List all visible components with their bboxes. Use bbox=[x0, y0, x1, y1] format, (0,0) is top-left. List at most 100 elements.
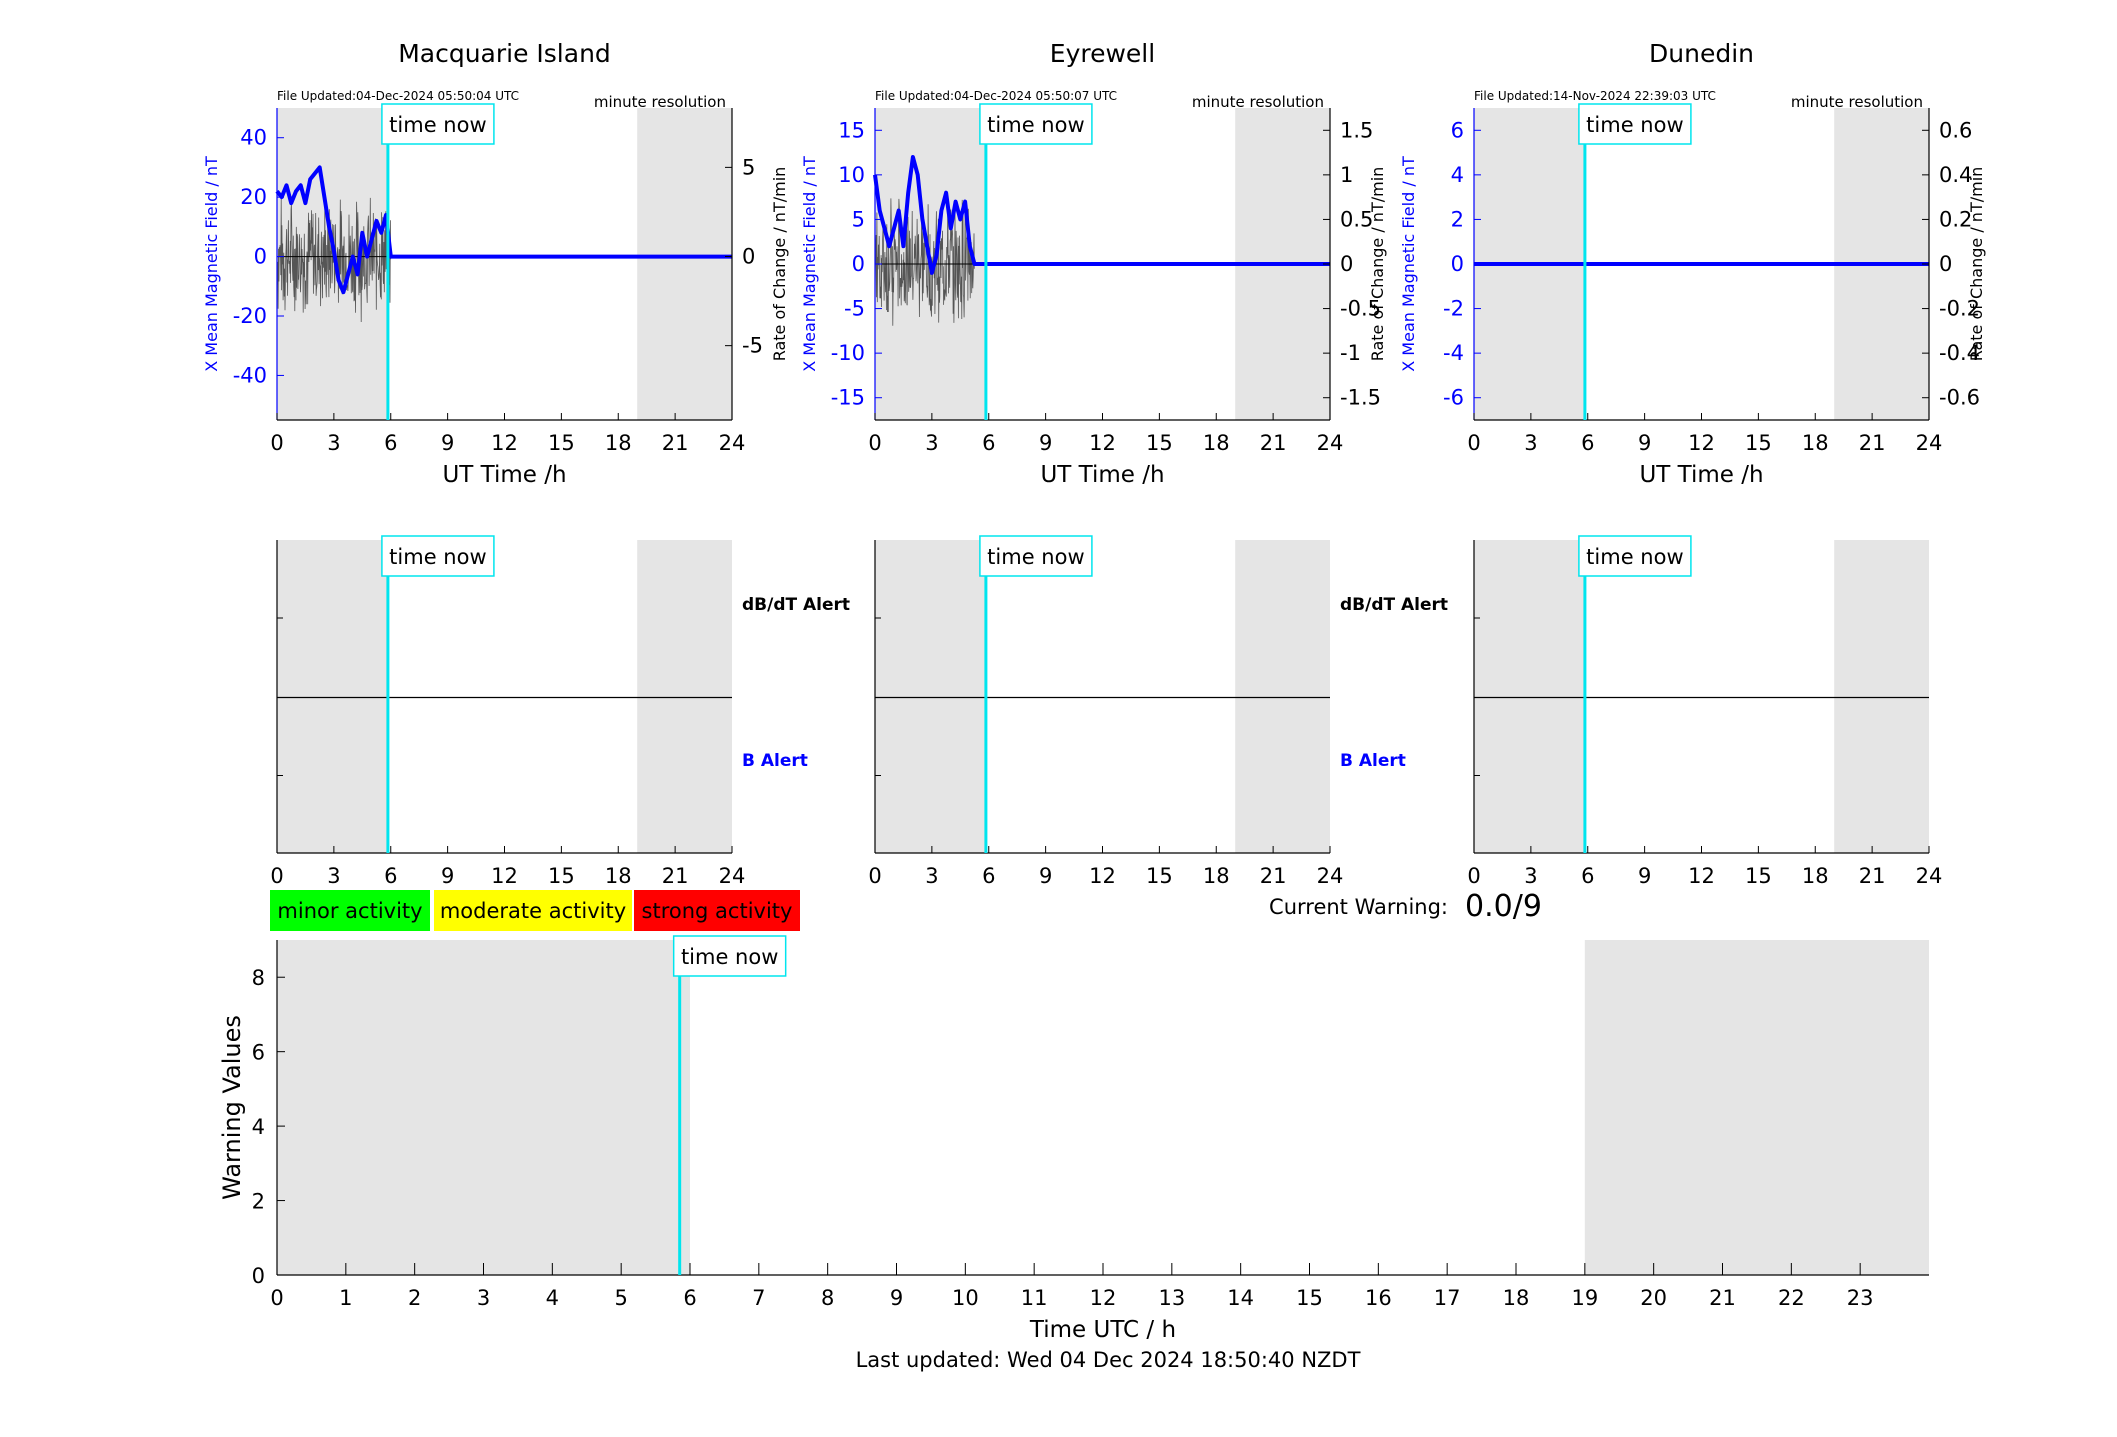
x-tick-label: 3 bbox=[925, 431, 938, 455]
x-tick-label: 21 bbox=[662, 864, 689, 888]
time-now-label-mid-1: time now bbox=[389, 545, 486, 569]
resolution-text: minute resolution bbox=[1791, 93, 1923, 111]
y-right-tick-label: 0 bbox=[1939, 252, 1952, 276]
y-tick-label: 2 bbox=[252, 1190, 265, 1214]
x-tick-label: 9 bbox=[1638, 431, 1651, 455]
x-tick-label: 12 bbox=[1688, 431, 1715, 455]
x-tick-label: 11 bbox=[1021, 1286, 1048, 1310]
shaded-region bbox=[1834, 540, 1929, 853]
y-right-tick-label: -0.6 bbox=[1939, 386, 1980, 410]
x-tick-label: 17 bbox=[1434, 1286, 1461, 1310]
y-right-tick-label: -0.2 bbox=[1939, 297, 1980, 321]
x-tick-label: 15 bbox=[548, 864, 575, 888]
x-tick-label: 13 bbox=[1158, 1286, 1185, 1310]
x-tick-label: 18 bbox=[1203, 431, 1230, 455]
dbdt-alert-label: dB/dT Alert bbox=[1340, 595, 1448, 615]
x-tick-label: 6 bbox=[1581, 431, 1594, 455]
alert-panel-1 bbox=[276, 540, 733, 854]
legend-minor-activity: minor activity bbox=[270, 890, 430, 931]
x-tick-label: 3 bbox=[1524, 431, 1537, 455]
time-now-box-top-3 bbox=[1578, 103, 1692, 145]
x-tick-label: 23 bbox=[1847, 1286, 1874, 1310]
x-tick-label: 18 bbox=[605, 431, 632, 455]
x-tick-label: 15 bbox=[1296, 1286, 1323, 1310]
x-tick-label: 0 bbox=[270, 864, 283, 888]
x-axis-label: UT Time /h bbox=[1040, 462, 1164, 488]
file-updated-text: File Updated:14-Nov-2024 22:39:03 UTC bbox=[1474, 89, 1716, 103]
x-axis-label: UT Time /h bbox=[442, 462, 566, 488]
b-alert-label: B Alert bbox=[742, 751, 808, 771]
time-now-label-top-1: time now bbox=[389, 113, 486, 137]
x-tick-label: 20 bbox=[1640, 1286, 1667, 1310]
magnetic-field-series bbox=[873, 155, 1330, 275]
chart-title: Dunedin bbox=[1649, 39, 1754, 68]
y-right-tick-label: -0.5 bbox=[1340, 297, 1381, 321]
x-tick-label: 18 bbox=[605, 864, 632, 888]
time-now-label-top-2: time now bbox=[987, 113, 1084, 137]
time-now-box-top-2 bbox=[979, 103, 1093, 145]
x-tick-label: 0 bbox=[868, 864, 881, 888]
x-tick-label: 6 bbox=[683, 1286, 696, 1310]
x-tick-label: 19 bbox=[1571, 1286, 1598, 1310]
shaded-region bbox=[875, 540, 986, 853]
current-warning-label: Current Warning: bbox=[1269, 895, 1448, 919]
y-right-tick-label: 0.4 bbox=[1939, 163, 1972, 187]
y-right-tick-label: 0.6 bbox=[1939, 118, 1972, 142]
x-tick-label: 15 bbox=[1745, 864, 1772, 888]
magnetometer-chart-1 bbox=[275, 108, 733, 421]
x-tick-label: 21 bbox=[1709, 1286, 1736, 1310]
x-tick-label: 21 bbox=[1859, 431, 1886, 455]
y-right-tick-label: -0.4 bbox=[1939, 341, 1980, 365]
y-left-tick-label: -10 bbox=[831, 341, 865, 365]
y-left-axis-label: X Mean Magnetic Field / nT bbox=[1399, 156, 1418, 372]
x-axis-label: UT Time /h bbox=[1639, 462, 1763, 488]
x-tick-label: 3 bbox=[925, 864, 938, 888]
magnetometer-chart-2 bbox=[873, 108, 1331, 421]
x-tick-label: 18 bbox=[1503, 1286, 1530, 1310]
y-right-tick-label: 0 bbox=[1340, 252, 1353, 276]
y-left-tick-label: 10 bbox=[838, 163, 865, 187]
x-tick-label: 21 bbox=[1260, 864, 1287, 888]
x-tick-label: 15 bbox=[1146, 431, 1173, 455]
y-right-tick-label: 5 bbox=[742, 155, 755, 179]
x-tick-label: 3 bbox=[1524, 864, 1537, 888]
x-tick-label: 9 bbox=[890, 1286, 903, 1310]
x-tick-label: 9 bbox=[441, 864, 454, 888]
shaded-region bbox=[277, 940, 690, 1275]
time-now-box-mid-3 bbox=[1578, 535, 1692, 577]
time-now-label-top-3: time now bbox=[1586, 113, 1683, 137]
y-tick-label: 4 bbox=[252, 1115, 265, 1139]
x-tick-label: 2 bbox=[408, 1286, 421, 1310]
x-tick-label: 24 bbox=[1916, 431, 1943, 455]
x-tick-label: 12 bbox=[1090, 1286, 1117, 1310]
y-right-tick-label: 0.2 bbox=[1939, 207, 1972, 231]
rate-of-change-line bbox=[276, 193, 392, 323]
file-updated-text: File Updated:04-Dec-2024 05:50:04 UTC bbox=[277, 89, 519, 103]
y-left-axis-label: X Mean Magnetic Field / nT bbox=[800, 156, 819, 372]
x-tick-label: 12 bbox=[491, 431, 518, 455]
x-tick-label: 12 bbox=[1688, 864, 1715, 888]
x-tick-label: 24 bbox=[1916, 864, 1943, 888]
x-tick-label: 21 bbox=[662, 431, 689, 455]
y-left-tick-label: 0 bbox=[852, 252, 865, 276]
x-tick-label: 4 bbox=[546, 1286, 559, 1310]
time-now-box-mid-1 bbox=[381, 535, 495, 577]
x-tick-label: 12 bbox=[1089, 431, 1116, 455]
shaded-region bbox=[277, 540, 388, 853]
x-tick-label: 0 bbox=[270, 1286, 283, 1310]
y-right-tick-label: 0.5 bbox=[1340, 207, 1373, 231]
x-tick-label: 24 bbox=[719, 864, 746, 888]
y-tick-label: 0 bbox=[252, 1264, 265, 1288]
x-tick-label: 0 bbox=[868, 431, 881, 455]
x-tick-label: 18 bbox=[1802, 864, 1829, 888]
shaded-region bbox=[1235, 540, 1330, 853]
x-tick-label: 18 bbox=[1203, 864, 1230, 888]
x-tick-label: 7 bbox=[752, 1286, 765, 1310]
x-tick-label: 10 bbox=[952, 1286, 979, 1310]
y-left-tick-label: 20 bbox=[240, 185, 267, 209]
y-left-tick-label: -15 bbox=[831, 386, 865, 410]
x-tick-label: 3 bbox=[327, 431, 340, 455]
y-left-tick-label: 2 bbox=[1451, 207, 1464, 231]
time-now-label-bottom: time now bbox=[681, 945, 778, 969]
